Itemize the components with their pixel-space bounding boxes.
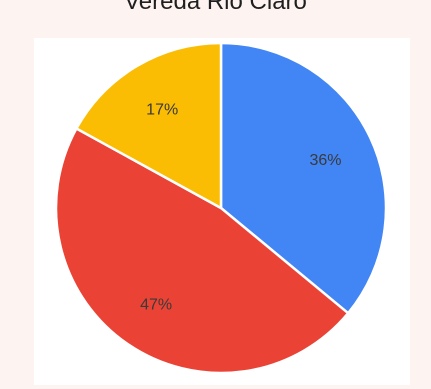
slice-label-1: 36%	[309, 152, 341, 169]
slice-label-2: 47%	[140, 297, 172, 314]
slice-label-3: 17%	[146, 102, 178, 119]
